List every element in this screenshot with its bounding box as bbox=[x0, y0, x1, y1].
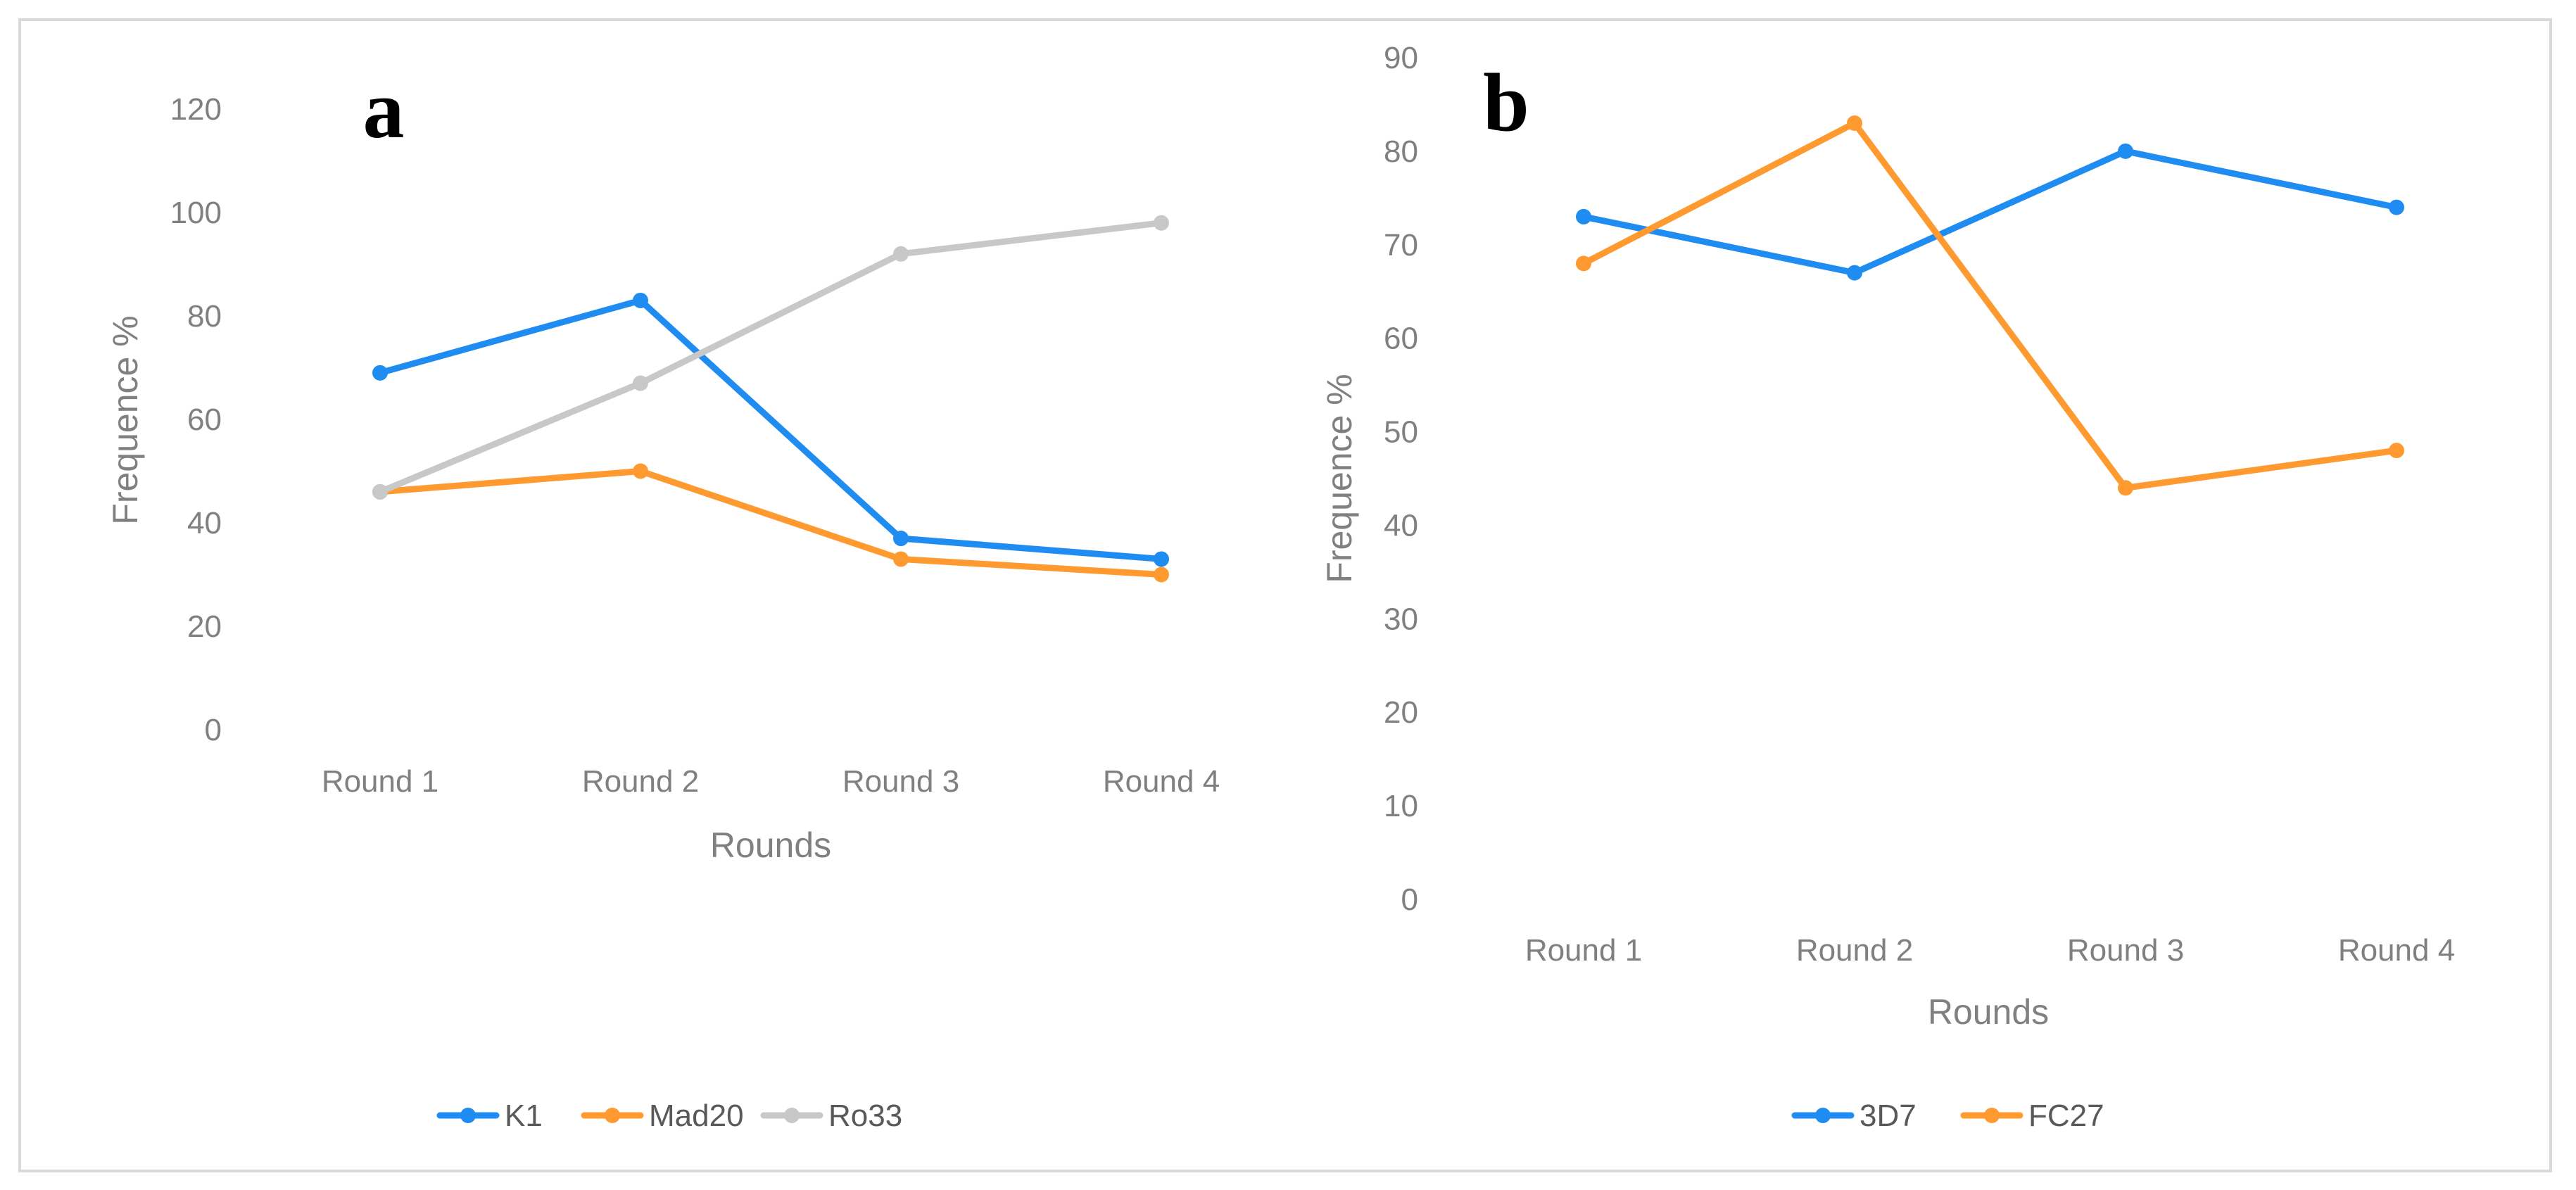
legend-label-k1: K1 bbox=[505, 1099, 543, 1133]
y-tick-label: 60 bbox=[187, 403, 222, 437]
series-line-3d7 bbox=[1580, 148, 2400, 277]
y-tick-label: 80 bbox=[187, 299, 222, 334]
y-tick-label: 30 bbox=[1384, 602, 1418, 636]
panel-letter-a: a bbox=[363, 63, 405, 156]
y-tick-label: 0 bbox=[205, 713, 222, 747]
data-point-ro33 bbox=[372, 483, 388, 500]
x-tick-label: Round 3 bbox=[842, 764, 959, 799]
data-point-mad20 bbox=[633, 463, 648, 479]
figure-frame bbox=[18, 18, 2552, 1172]
data-point-fc27 bbox=[2389, 443, 2404, 459]
legend-label-ro33: Ro33 bbox=[828, 1099, 902, 1133]
legend-marker-k1 bbox=[460, 1108, 476, 1123]
x-axis-title: Rounds bbox=[1928, 992, 2049, 1032]
data-point-k1 bbox=[1154, 551, 1169, 567]
y-tick-label: 70 bbox=[1384, 228, 1418, 262]
y-tick-label: 20 bbox=[1384, 695, 1418, 730]
y-axis-title: Frequence % bbox=[1320, 374, 1359, 583]
data-point-ro33 bbox=[633, 375, 648, 391]
y-tick-label: 90 bbox=[1384, 41, 1418, 75]
data-point-k1 bbox=[893, 531, 909, 547]
x-tick-label: Round 3 bbox=[2067, 933, 2184, 968]
y-tick-label: 0 bbox=[1401, 882, 1418, 917]
x-tick-label: Round 1 bbox=[322, 764, 438, 799]
panel-letter-b: b bbox=[1483, 56, 1529, 148]
data-point-mad20 bbox=[893, 551, 909, 567]
legend-marker-fc27 bbox=[1984, 1108, 2000, 1123]
y-tick-label: 60 bbox=[1384, 322, 1418, 356]
y-tick-label: 10 bbox=[1384, 789, 1418, 823]
data-point-3d7 bbox=[2389, 199, 2404, 215]
y-tick-label: 120 bbox=[170, 92, 222, 127]
legend-marker-mad20 bbox=[605, 1108, 620, 1123]
data-point-k1 bbox=[372, 365, 388, 381]
series-line-mad20 bbox=[377, 468, 1165, 578]
data-point-k1 bbox=[633, 292, 648, 308]
data-point-3d7 bbox=[1847, 265, 1862, 281]
data-point-ro33 bbox=[1154, 215, 1169, 231]
data-point-fc27 bbox=[2118, 480, 2133, 496]
series-line-k1 bbox=[377, 297, 1165, 562]
x-axis-title: Rounds bbox=[710, 825, 831, 865]
y-tick-label: 80 bbox=[1384, 134, 1418, 169]
x-tick-label: Round 4 bbox=[1103, 764, 1220, 799]
data-point-fc27 bbox=[1847, 115, 1862, 132]
legend-label-3d7: 3D7 bbox=[1860, 1099, 1917, 1133]
x-tick-label: Round 2 bbox=[582, 764, 699, 799]
y-tick-label: 20 bbox=[187, 609, 222, 644]
legend-marker-3d7 bbox=[1815, 1108, 1831, 1123]
data-point-mad20 bbox=[1154, 566, 1169, 583]
x-tick-label: Round 2 bbox=[1796, 933, 1913, 968]
legend-label-fc27: FC27 bbox=[2028, 1099, 2104, 1133]
data-point-3d7 bbox=[2118, 143, 2133, 159]
legend-marker-ro33 bbox=[784, 1108, 800, 1123]
data-point-3d7 bbox=[1576, 208, 1591, 224]
y-axis-title: Frequence % bbox=[106, 315, 145, 524]
y-tick-label: 50 bbox=[1384, 415, 1418, 450]
x-tick-label: Round 4 bbox=[2338, 933, 2455, 968]
y-tick-label: 40 bbox=[1384, 508, 1418, 543]
x-tick-label: Round 1 bbox=[1525, 933, 1642, 968]
y-tick-label: 40 bbox=[187, 506, 222, 540]
series-line-ro33 bbox=[377, 220, 1165, 495]
legend-label-mad20: Mad20 bbox=[649, 1099, 744, 1133]
data-point-ro33 bbox=[893, 246, 909, 262]
y-tick-label: 100 bbox=[170, 196, 222, 230]
series-line-fc27 bbox=[1580, 120, 2400, 491]
data-point-fc27 bbox=[1576, 255, 1591, 272]
